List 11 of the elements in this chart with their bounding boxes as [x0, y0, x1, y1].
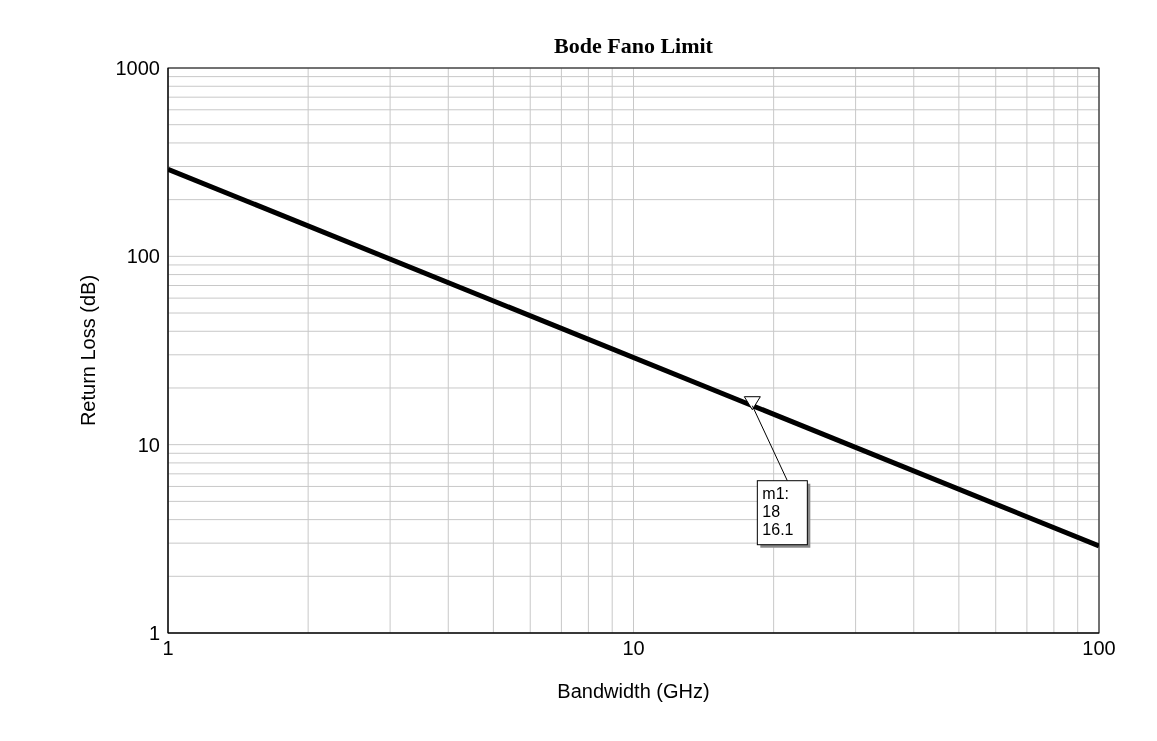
x-tick-label: 1 — [162, 637, 174, 660]
annotation: m1: 18 16.1 — [762, 484, 794, 538]
chart-title: Bode Fano Limit — [554, 33, 714, 58]
x-tick-label: 10 — [622, 637, 645, 660]
x-axis-title: Bandwidth (GHz) — [557, 680, 710, 702]
y-axis-title: Return Loss (dB) — [77, 274, 100, 427]
y-tick-label: 10 — [137, 433, 160, 456]
y-tick-label: 1 — [148, 622, 160, 645]
y-tick-label: 100 — [126, 245, 160, 268]
x-tick-label: 100 — [1082, 637, 1116, 660]
y-tick-label: 1000 — [115, 57, 160, 80]
